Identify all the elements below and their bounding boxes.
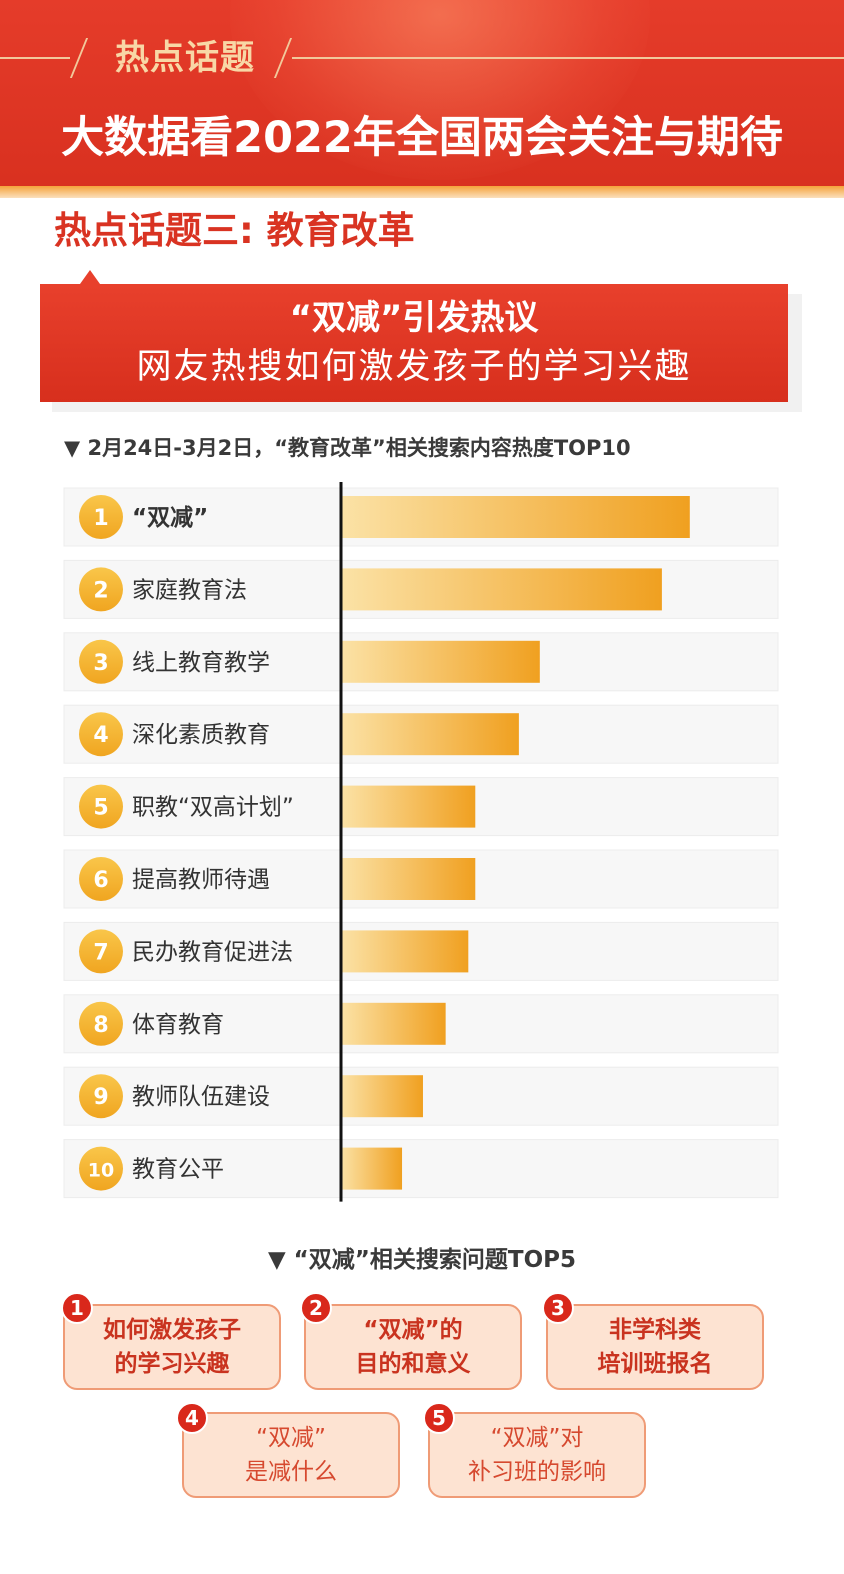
kicker-rule-left (0, 57, 70, 59)
header-banner: 热点话题 大数据看2022年全国两会关注与期待 (0, 0, 844, 196)
question-text-2: “双减”的 目的和意义 (355, 1317, 471, 1377)
rank-badge (79, 857, 123, 901)
rank-badge (79, 639, 123, 684)
callout-headline: “双减”引发热议 (289, 298, 539, 338)
chart-rows: 1 “双减” 2 家庭教育法 3 线上教育教学 4 深化素质教育 5 职教“双高计划” 6 提高教师待… (63, 487, 779, 1199)
question-text-4: “双减” 是减什么 (245, 1425, 337, 1485)
header-kicker: 热点话题 (115, 38, 255, 78)
category-label: 教育公平 (132, 1157, 224, 1183)
category-label: 教师队伍建设 (132, 1084, 270, 1110)
chart-caption: ▼ 2月24日-3月2日，“教育改革”相关搜索内容热度TOP10 (64, 436, 631, 460)
questions-caption: ▼ “双减”相关搜索问题TOP5 (267, 1247, 577, 1273)
question-card-1: 如何激发孩子 的学习兴趣 (63, 1304, 281, 1390)
category-label: 体育教育 (132, 1012, 224, 1038)
callout-box (40, 284, 788, 402)
rank-number: 6 (93, 868, 108, 893)
question-text-5: “双减”对 补习班的影响 (468, 1425, 606, 1485)
rank-number: 4 (93, 723, 108, 748)
rank-badge (79, 712, 123, 757)
callout-notch (80, 270, 100, 284)
rank-badge (79, 1074, 123, 1119)
question-card-4: “双减” 是减什么 (182, 1412, 400, 1498)
rank-number: 2 (93, 578, 108, 603)
bar (341, 568, 662, 611)
bar (341, 785, 476, 828)
rank-number: 5 (93, 796, 108, 821)
category-label: 深化素质教育 (132, 722, 270, 748)
category-label: 提高教师待遇 (132, 867, 270, 893)
question-text-1: 如何激发孩子 的学习兴趣 (103, 1317, 241, 1377)
rank-number: 8 (93, 1013, 108, 1038)
rank-number: 3 (93, 651, 108, 676)
bar (341, 640, 540, 683)
kicker-rule-right (292, 57, 844, 59)
category-label: 职教“双高计划” (132, 795, 294, 821)
bar (341, 713, 519, 756)
question-number-5: 5 (423, 1402, 455, 1434)
callout-subline: 网友热搜如何激发孩子的学习兴趣 (136, 347, 692, 387)
question-number-3: 3 (542, 1292, 574, 1324)
chart-row-bg (63, 1139, 779, 1199)
rank-badge (79, 784, 123, 829)
bar (341, 496, 690, 538)
question-card-5: “双减”对 补习班的影响 (428, 1412, 646, 1498)
section-heading: 热点话题三: 教育改革 (54, 209, 415, 252)
rank-number: 9 (93, 1085, 108, 1110)
question-card-2: “双减”的 目的和意义 (304, 1304, 522, 1390)
bar (341, 930, 469, 973)
page-title: 大数据看2022年全国两会关注与期待 (61, 113, 783, 163)
category-label: 家庭教育法 (132, 577, 247, 603)
bar (341, 858, 476, 900)
category-label: “双减” (132, 505, 208, 531)
question-number-4: 4 (176, 1402, 208, 1434)
rank-badge (79, 1146, 123, 1191)
rank-badge (79, 1001, 123, 1046)
question-card-3: 非学科类 培训班报名 (546, 1304, 764, 1390)
bar (341, 1147, 403, 1190)
rank-number: 7 (93, 940, 108, 965)
question-text-3: 非学科类 培训班报名 (597, 1317, 713, 1377)
category-label: 民办教育促进法 (132, 939, 293, 965)
bar (341, 1002, 446, 1045)
category-label: 线上教育教学 (132, 650, 270, 676)
banner-gold-strip (0, 186, 844, 198)
rank-badge (79, 495, 123, 539)
rank-badge (79, 929, 123, 974)
question-number-2: 2 (300, 1292, 332, 1324)
bar (341, 1075, 423, 1118)
rank-badge (79, 567, 123, 612)
rank-number: 10 (88, 1160, 114, 1182)
rank-number: 1 (93, 506, 108, 531)
question-number-1: 1 (61, 1292, 93, 1324)
